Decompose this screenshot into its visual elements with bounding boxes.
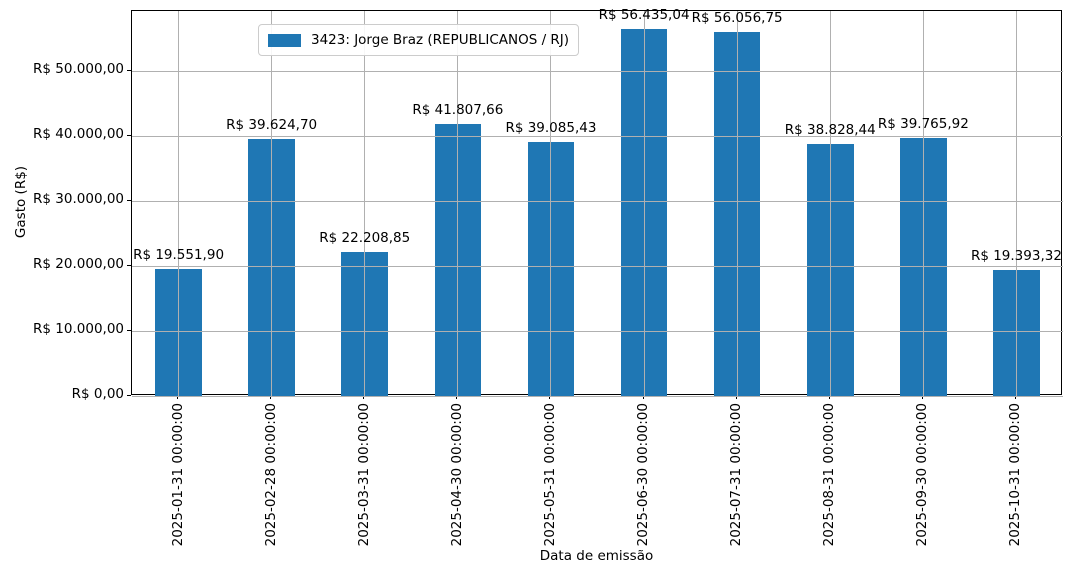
grid-line-vertical xyxy=(271,11,273,396)
grid-line-horizontal xyxy=(132,70,1063,72)
x-tick-label: 2025-09-30 00:00:00 xyxy=(914,403,931,547)
x-tick-label: 2025-07-31 00:00:00 xyxy=(728,403,745,547)
x-tick-label: 2025-10-31 00:00:00 xyxy=(1007,403,1024,547)
y-tick-mark xyxy=(127,264,131,266)
grid-line-vertical xyxy=(643,11,645,396)
bar-value-label: R$ 39.624,70 xyxy=(226,116,318,133)
grid-line-vertical xyxy=(457,11,459,396)
x-tick-label: 2025-01-31 00:00:00 xyxy=(169,403,186,547)
x-tick-mark xyxy=(177,395,179,399)
x-tick-mark xyxy=(549,395,551,399)
legend-swatch xyxy=(268,33,301,47)
x-tick-mark xyxy=(828,395,830,399)
grid-line-vertical xyxy=(922,11,924,396)
x-tick-label: 2025-02-28 00:00:00 xyxy=(262,403,279,547)
grid-line-horizontal xyxy=(132,135,1063,137)
grid-line-horizontal xyxy=(132,395,1063,397)
x-tick-mark xyxy=(921,395,923,399)
y-tick-mark xyxy=(127,329,131,331)
bar-value-label: R$ 39.765,92 xyxy=(877,115,969,132)
x-tick-mark xyxy=(363,395,365,399)
y-tick-label: R$ 20.000,00 xyxy=(33,256,124,273)
x-tick-mark xyxy=(1014,395,1016,399)
grid-line-vertical xyxy=(550,11,552,396)
y-tick-label: R$ 40.000,00 xyxy=(33,126,124,143)
x-axis-label: Data de emissão xyxy=(539,548,654,564)
y-tick-mark xyxy=(127,134,131,136)
bar-value-label: R$ 39.085,43 xyxy=(505,120,597,137)
x-tick-label: 2025-08-31 00:00:00 xyxy=(821,403,838,547)
x-tick-mark xyxy=(642,395,644,399)
y-tick-label: R$ 0,00 xyxy=(71,386,124,402)
x-tick-label: 2025-06-30 00:00:00 xyxy=(635,403,652,547)
plot-area: 3423: Jorge Braz (REPUBLICANOS / RJ) R$ … xyxy=(131,7,1063,397)
y-tick-mark xyxy=(127,199,131,201)
bar-value-label: R$ 19.551,90 xyxy=(133,246,225,263)
bar-value-label: R$ 22.208,85 xyxy=(319,229,411,246)
x-tick-label: 2025-04-30 00:00:00 xyxy=(448,403,465,547)
x-tick-mark xyxy=(456,395,458,399)
x-tick-label: 2025-05-31 00:00:00 xyxy=(541,403,558,547)
y-tick-label: R$ 50.000,00 xyxy=(33,61,124,78)
legend: 3423: Jorge Braz (REPUBLICANOS / RJ) xyxy=(258,24,580,56)
grid-line-vertical xyxy=(178,11,180,396)
y-tick-label: R$ 10.000,00 xyxy=(33,321,124,338)
x-tick-mark xyxy=(270,395,272,399)
legend-label: 3423: Jorge Braz (REPUBLICANOS / RJ) xyxy=(311,32,570,48)
bar-value-label: R$ 38.828,44 xyxy=(784,121,876,138)
y-tick-mark xyxy=(127,394,131,396)
grid-line-horizontal xyxy=(132,265,1063,267)
x-tick-mark xyxy=(735,395,737,399)
grid-line-vertical xyxy=(1015,11,1017,396)
bar-value-label: R$ 19.393,32 xyxy=(970,247,1062,264)
grid-line-horizontal xyxy=(132,200,1063,202)
bar-value-label: R$ 56.056,75 xyxy=(691,9,783,26)
grid-line-horizontal xyxy=(132,330,1063,332)
y-tick-label: R$ 30.000,00 xyxy=(33,191,124,208)
x-tick-label: 2025-03-31 00:00:00 xyxy=(355,403,372,547)
grid-line-vertical xyxy=(736,11,738,396)
grid-line-vertical xyxy=(829,11,831,396)
bar-value-label: R$ 56.435,04 xyxy=(598,7,690,24)
bar-value-label: R$ 41.807,66 xyxy=(412,102,504,119)
grid-line-vertical xyxy=(364,11,366,396)
y-tick-mark xyxy=(127,69,131,71)
